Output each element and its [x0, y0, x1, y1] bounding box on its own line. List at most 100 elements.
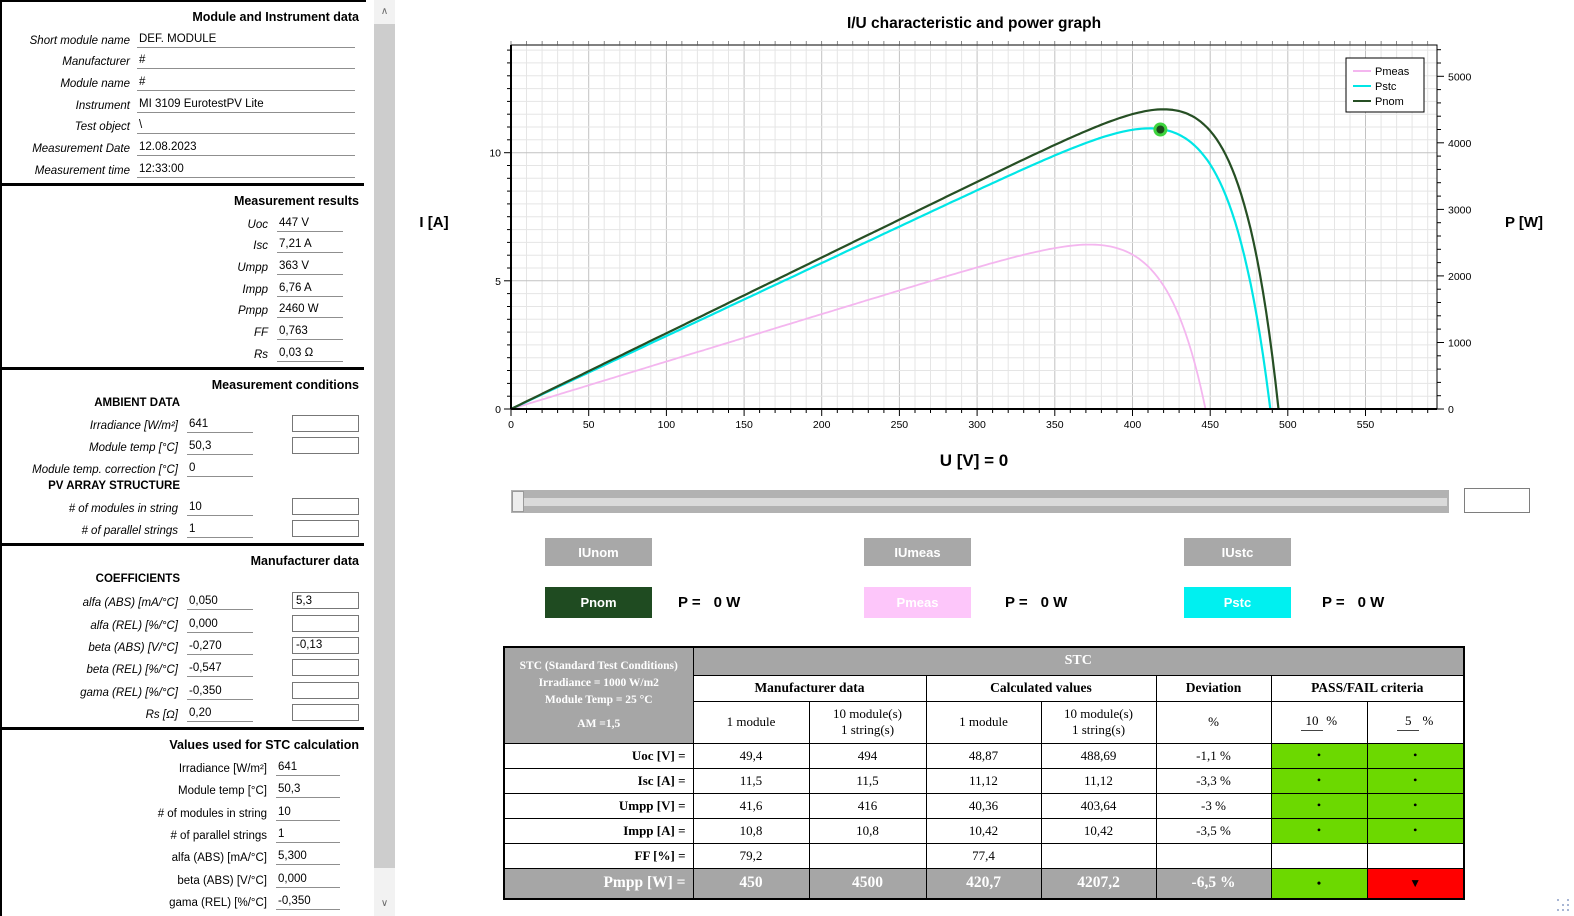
chart-legend: Pmeas Pstc Pnom [1345, 57, 1425, 113]
coefficient-row: alfa (ABS) [mA/°C] 0,050 [2, 588, 366, 611]
field-row: Manufacturer # [2, 48, 366, 70]
parallel-strings-field[interactable]: 1 [187, 523, 253, 539]
stc-value-label: Irradiance [W/m²] [178, 763, 267, 776]
rs-box[interactable] [292, 703, 359, 721]
irradiance-extra-box[interactable] [292, 415, 359, 433]
pstc-curve [510, 127, 1272, 410]
module-temp-field[interactable]: 50,3 [187, 440, 253, 455]
beta-rel-box[interactable] [292, 659, 359, 677]
alfa-abs-box[interactable] [292, 592, 359, 610]
cell-value: 11,12 [1040, 767, 1157, 794]
criteria-2-input[interactable]: 5 [1397, 713, 1420, 731]
cell-value: 403,64 [1040, 792, 1157, 819]
section-divider [2, 366, 364, 370]
parallel-strings-extra-box[interactable] [292, 520, 359, 538]
slider-thumb[interactable] [512, 491, 524, 512]
iustc-button[interactable]: IUstc [1184, 538, 1291, 566]
instrument-field[interactable]: MI 3109 EurotestPV Lite [137, 98, 355, 113]
manufacturer-field[interactable]: # [137, 54, 355, 70]
modules-in-string-extra-box[interactable] [292, 498, 359, 516]
field-label: Short module name [29, 34, 130, 47]
fail-indicator: ▼ [1366, 867, 1465, 900]
p-equals: P = [678, 594, 701, 611]
measurement-date-field[interactable]: 12.08.2023 [137, 141, 355, 157]
rs-field[interactable]: 0,20 [187, 707, 253, 722]
gama-rel-box[interactable] [292, 681, 359, 699]
mfg-1module-header: 1 module [692, 700, 810, 744]
modules-in-string-field[interactable]: 10 [187, 501, 253, 517]
field-row: Short module name DEF. MODULE [2, 26, 366, 48]
criteria-1-input[interactable]: 10 [1300, 713, 1323, 731]
cell-value: 10,8 [692, 817, 810, 844]
alfa-rel-box[interactable] [292, 614, 359, 632]
scrollbar-thumb[interactable] [374, 24, 395, 868]
svg-text:0: 0 [495, 404, 501, 416]
condition-label: Module temp. correction [°C] [32, 463, 178, 476]
beta-rel-field[interactable]: -0,547 [187, 662, 253, 678]
alfa-abs-field[interactable]: 0,050 [187, 595, 253, 611]
stc-value-row: beta (ABS) [V/°C] 0,000 [2, 865, 366, 888]
stc-comparison-table: STC (Standard Test Conditions) Irradianc… [503, 646, 1465, 900]
pnom-power-readout: P = 0 W [678, 587, 740, 618]
pstc-button[interactable]: Pstc [1184, 587, 1291, 618]
cursor-value-box[interactable] [1464, 488, 1530, 513]
beta-abs-box[interactable] [292, 636, 359, 654]
coefficient-row: beta (ABS) [V/°C] -0,270 [2, 633, 366, 655]
deviation-header: Deviation [1155, 674, 1272, 702]
temp-correction-field[interactable]: 0 [187, 462, 253, 477]
stc-band-header: STC [692, 646, 1465, 676]
deviation-value: -6,5 % [1155, 867, 1272, 900]
short-module-name-field[interactable]: DEF. MODULE [137, 33, 355, 48]
row-label: Isc [A] = [503, 767, 694, 794]
pass-indicator: • [1270, 867, 1368, 900]
graph-cursor-slider[interactable] [511, 490, 1449, 513]
condition-label: Module temp [°C] [89, 442, 178, 454]
panel-vertical-scrollbar[interactable]: ∧ ∨ [374, 0, 395, 916]
pnom-button[interactable]: Pnom [545, 587, 652, 618]
test-object-field[interactable]: \ [137, 119, 355, 135]
pass-indicator: • [1270, 817, 1368, 844]
pass-indicator: • [1366, 792, 1465, 819]
stc-alfa-value: 5,300 [276, 850, 340, 866]
deviation-unit-header: % [1155, 700, 1272, 744]
svg-text:200: 200 [813, 419, 831, 431]
module-name-field[interactable]: # [137, 76, 355, 92]
result-label: Pmpp [237, 305, 268, 318]
row-label: FF [%] = [503, 842, 694, 869]
iunom-button[interactable]: IUnom [545, 538, 652, 566]
stc-value-label: # of modules in string [157, 807, 267, 820]
svg-text:3000: 3000 [1448, 204, 1472, 216]
cell-value: 41,6 [692, 792, 810, 819]
stc-value-row: gama (REL) [%/°C] -0,350 [2, 888, 366, 910]
beta-abs-field[interactable]: -0,270 [187, 640, 253, 655]
coefficient-row: alfa (REL) [%/°C] 0,000 [2, 610, 366, 633]
irradiance-field[interactable]: 641 [187, 418, 253, 434]
cell-value: 11,12 [925, 767, 1042, 794]
cell-value: 49,4 [692, 742, 810, 769]
scroll-down-icon[interactable]: ∨ [380, 898, 389, 909]
result-label: Uoc [247, 218, 268, 231]
window-resize-grip[interactable] [1557, 899, 1570, 912]
module-info-section: Short module name DEF. MODULE Manufacture… [2, 26, 366, 178]
chart-generated-layers: 0 50 100 150 200 250 300 350 400 450 500 5500510010… [489, 41, 1472, 431]
deviation-value: -3,3 % [1155, 767, 1272, 794]
coefficient-row: beta (REL) [%/°C] -0,547 [2, 655, 366, 678]
pass-indicator: • [1270, 792, 1368, 819]
alfa-rel-field[interactable]: 0,000 [187, 618, 253, 633]
gama-rel-field[interactable]: -0,350 [187, 685, 253, 700]
module-temp-extra-box[interactable] [292, 437, 359, 454]
legend-label: Pmeas [1375, 66, 1410, 78]
pv-array-structure-heading: PV ARRAY STRUCTURE [48, 479, 180, 492]
stc-irradiance-value: 641 [276, 761, 340, 777]
scroll-up-icon[interactable]: ∧ [380, 6, 389, 17]
measurement-time-field[interactable]: 12:33:00 [137, 163, 355, 178]
iumeas-button[interactable]: IUmeas [864, 538, 971, 566]
pmeas-button[interactable]: Pmeas [864, 587, 971, 618]
result-row: Pmpp 2460 W [2, 297, 366, 319]
result-label: Impp [242, 283, 268, 296]
section-title-module: Module and Instrument data [192, 10, 359, 24]
section-title-stc-values: Values used for STC calculation [169, 737, 359, 752]
result-label: FF [253, 326, 268, 339]
cell-value [808, 842, 927, 869]
cell-value: 10,42 [1040, 817, 1157, 844]
